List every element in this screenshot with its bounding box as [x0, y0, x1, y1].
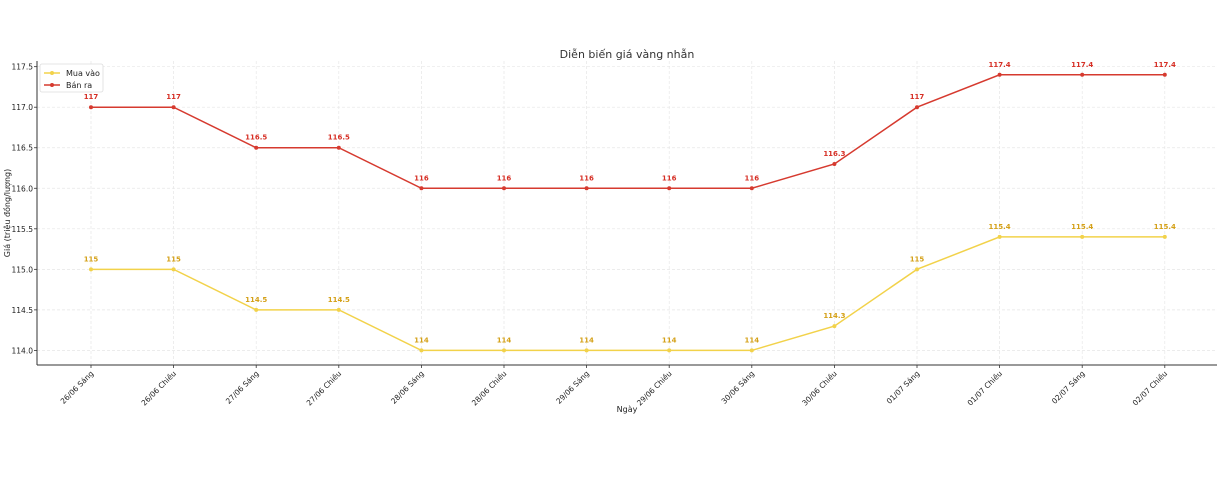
- series-line: [91, 236, 1165, 352]
- data-label: 114: [662, 336, 677, 344]
- grid-lines: [37, 61, 1217, 365]
- y-tick-label: 114.5: [12, 306, 34, 315]
- data-label: 115: [84, 255, 99, 263]
- y-tick-label: 116.0: [12, 184, 34, 193]
- y-tick-label: 115.5: [12, 225, 34, 234]
- data-label: 117.4: [1154, 61, 1176, 69]
- legend-label: Mua vào: [66, 69, 100, 78]
- series-layer: 115 115 114.5 114.5 114 114 114 114 114 114.3 115 1…: [84, 61, 1176, 353]
- data-label: 115: [910, 255, 925, 263]
- data-point: [667, 348, 672, 353]
- y-axis-label: Giá (triệu đồng/lượng): [2, 169, 12, 257]
- data-label: 116.5: [245, 134, 267, 142]
- data-point: [1080, 72, 1085, 77]
- data-label: 116: [414, 174, 429, 182]
- data-point: [915, 105, 919, 110]
- data-point: [1162, 72, 1167, 77]
- data-label: 115: [166, 255, 181, 263]
- data-label: 116: [497, 174, 512, 182]
- legend-swatch-marker: [50, 71, 54, 75]
- data-label: 116: [579, 174, 594, 182]
- data-label: 114.5: [245, 296, 267, 304]
- data-label: 115.4: [989, 223, 1011, 231]
- data-point: [749, 348, 754, 353]
- data-point: [832, 161, 837, 166]
- data-label: 117.4: [1071, 61, 1093, 69]
- series-line: [91, 74, 1165, 190]
- data-point: [254, 307, 259, 312]
- data-point: [1162, 234, 1167, 239]
- data-label: 116.5: [328, 134, 350, 142]
- y-tick-label: 117.0: [12, 103, 34, 112]
- data-label: 115.4: [1154, 223, 1176, 231]
- data-point: [89, 105, 93, 110]
- data-label: 116: [744, 174, 759, 182]
- data-label: 117.4: [989, 61, 1011, 69]
- data-point: [336, 145, 341, 150]
- data-label: 116: [662, 174, 677, 182]
- data-point: [584, 348, 589, 353]
- data-point: [667, 186, 672, 191]
- legend-swatch-marker: [50, 83, 54, 87]
- data-point: [171, 267, 176, 272]
- chart-title: Diễn biến giá vàng nhẫn: [560, 48, 695, 61]
- series-1: 117 117 116.5 116.5 116 116 116 116 116 116.3 117 1…: [84, 61, 1176, 191]
- data-label: 114: [744, 336, 759, 344]
- data-point: [832, 324, 837, 329]
- data-point: [502, 186, 506, 191]
- data-label: 116.3: [823, 150, 845, 158]
- data-label: 117: [166, 93, 181, 101]
- y-tick-label: 116.5: [12, 144, 34, 153]
- data-point: [915, 267, 919, 272]
- data-point: [997, 72, 1002, 77]
- data-label: 117: [84, 93, 99, 101]
- data-point: [171, 105, 176, 110]
- y-tick-label: 115.0: [12, 265, 34, 274]
- data-point: [1080, 234, 1085, 239]
- data-point: [419, 348, 424, 353]
- data-point: [89, 267, 93, 272]
- data-point: [997, 234, 1002, 239]
- series-0: 115 115 114.5 114.5 114 114 114 114 114 114.3 115 1…: [84, 223, 1176, 353]
- legend-label: Bán ra: [66, 81, 92, 90]
- data-label: 114: [497, 336, 512, 344]
- data-label: 115.4: [1071, 223, 1093, 231]
- data-label: 114.5: [328, 296, 350, 304]
- y-tick-label: 114.0: [12, 346, 34, 355]
- x-axis-label: Ngày: [617, 405, 638, 414]
- data-point: [419, 186, 424, 191]
- data-label: 117: [910, 93, 925, 101]
- data-label: 114: [414, 336, 429, 344]
- data-label: 114: [579, 336, 594, 344]
- y-tick-label: 117.5: [12, 63, 34, 72]
- data-label: 114.3: [823, 312, 845, 320]
- data-point: [336, 307, 341, 312]
- data-point: [584, 186, 589, 191]
- data-point: [254, 145, 259, 150]
- y-axis-ticks: 114.0 114.5 115.0 115.5 116.0 116.5 117.0 117.5: [12, 63, 37, 355]
- legend: Mua vào Bán ra: [39, 63, 104, 93]
- data-point: [749, 186, 754, 191]
- data-point: [502, 348, 506, 353]
